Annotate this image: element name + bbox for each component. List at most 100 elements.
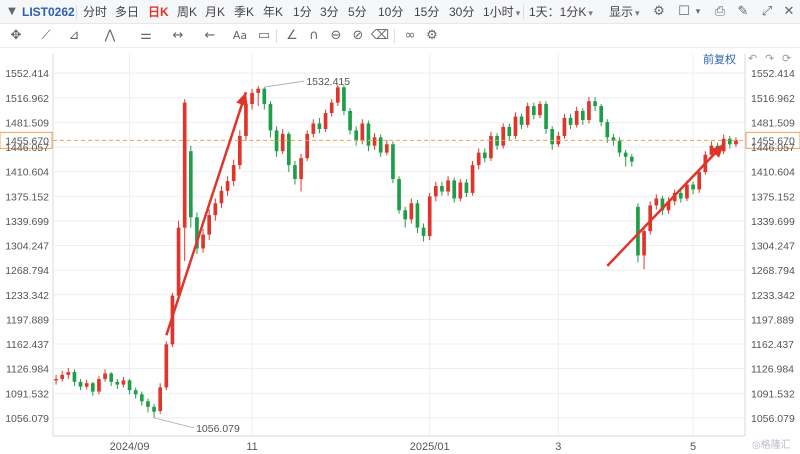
period-1min[interactable]: 1分 xyxy=(293,5,312,19)
period-3min[interactable]: 3分 xyxy=(320,5,339,19)
candle-body xyxy=(403,210,408,220)
candle-body xyxy=(452,180,457,199)
zigzag-icon[interactable]: ⋀ xyxy=(104,28,116,43)
fullscreen-icon[interactable]: ⤢ xyxy=(761,4,773,19)
candle-body xyxy=(342,87,346,111)
candle-body xyxy=(262,88,267,105)
candle-body xyxy=(427,196,432,236)
hide-icon[interactable]: ⊘ xyxy=(352,28,364,43)
trend-arrow-line xyxy=(165,91,248,336)
candle-body xyxy=(685,184,689,199)
candle-body xyxy=(544,104,548,130)
camera-icon[interactable]: ⎙ xyxy=(714,4,726,19)
chevron-down-icon[interactable]: ▼ xyxy=(8,6,16,17)
hour-dropdown[interactable]: 1小时 xyxy=(483,0,520,24)
settings-icon[interactable]: ⚙ xyxy=(426,28,438,43)
candle-body xyxy=(311,123,316,134)
y-tick-label-left: 1233.342 xyxy=(5,290,49,302)
candle-body xyxy=(109,373,114,382)
trend-line-icon[interactable]: ⟋ xyxy=(41,28,51,43)
interval-dropdown[interactable]: 1天：1分K xyxy=(529,0,593,24)
candle-body xyxy=(734,140,738,145)
candle-body xyxy=(213,203,218,216)
ray-icon[interactable]: ⊿ xyxy=(68,28,80,43)
period-10min[interactable]: 10分 xyxy=(378,5,404,19)
period-15min[interactable]: 15分 xyxy=(414,5,440,19)
candle-body xyxy=(323,113,328,130)
redo-icon[interactable]: ↷ xyxy=(765,52,775,65)
y-tick-label-left: 1268.794 xyxy=(5,265,49,277)
candle-body xyxy=(188,151,193,218)
symbol-label[interactable]: LIST0262 xyxy=(22,5,75,19)
y-tick-label-left: 1516.962 xyxy=(5,93,49,105)
refresh-icon[interactable]: ⟳ xyxy=(782,52,792,65)
candle-body xyxy=(360,123,365,141)
candle-body xyxy=(97,379,101,392)
candle-body xyxy=(458,182,463,199)
lock-icon[interactable]: ⊖ xyxy=(330,28,342,43)
period-yearly[interactable]: 年K xyxy=(263,5,284,19)
y-tick-label-right: 1268.794 xyxy=(751,265,795,277)
candlestick-chart[interactable]: 1455.670 1455.670 1532.415 1056.079 1552.41… xyxy=(0,48,800,454)
candle-body xyxy=(550,129,555,145)
candle-body xyxy=(660,198,665,211)
candle-body xyxy=(642,231,646,256)
angle-icon[interactable]: ∠ xyxy=(286,28,298,43)
y-tick-label-right: 1091.532 xyxy=(751,388,795,400)
adjust-restore-button[interactable]: 前复权 xyxy=(703,54,736,66)
candle-body xyxy=(678,192,683,199)
chevron-down-icon[interactable]: ▾ xyxy=(695,7,701,17)
x-axis: 2024/09 11 2025/01 3 5 xyxy=(110,441,696,453)
comment-icon[interactable]: ▭ xyxy=(257,28,271,43)
trash-icon[interactable]: ⌫ xyxy=(370,28,390,43)
period-quarterly[interactable]: 季K xyxy=(234,5,255,19)
text-icon[interactable]: Aa xyxy=(232,29,248,42)
current-price-label: 1455.670 xyxy=(751,135,795,147)
candle-body xyxy=(90,383,95,392)
candle-body xyxy=(691,184,695,190)
toolbar-divider xyxy=(276,29,277,43)
fib-icon[interactable]: ⚌ xyxy=(140,28,152,43)
candle-body xyxy=(568,117,573,125)
candle-body xyxy=(72,372,77,382)
candle-body xyxy=(507,126,512,136)
close-icon[interactable]: ✕ xyxy=(783,4,795,19)
period-5min[interactable]: 5分 xyxy=(348,5,367,19)
candle-body xyxy=(139,394,144,402)
trend-arrow-head xyxy=(710,144,724,158)
y-tick-label-left: 1339.699 xyxy=(5,216,49,228)
color-square-icon[interactable]: ☐ xyxy=(678,4,690,19)
period-30min[interactable]: 30分 xyxy=(449,5,475,19)
period-daily[interactable]: 日K xyxy=(148,5,169,19)
candle-body xyxy=(617,140,622,153)
period-multi-day[interactable]: 多日 xyxy=(115,5,140,19)
magnet-icon[interactable]: ∩ xyxy=(309,28,319,43)
candle-body xyxy=(623,152,628,157)
y-tick-label-left: 1091.532 xyxy=(5,388,49,400)
candle-body xyxy=(593,101,597,107)
period-weekly[interactable]: 周K xyxy=(177,5,198,19)
y-tick-label-right: 1516.962 xyxy=(751,93,795,105)
current-price-tag-left xyxy=(0,131,53,149)
arrow-left-icon[interactable]: ← xyxy=(204,28,216,43)
overlays: 1455.670 1455.670 1532.415 1056.079 xyxy=(0,76,800,435)
pencil-icon[interactable]: ✎ xyxy=(737,4,749,19)
y-tick-label-left: 1552.414 xyxy=(5,68,49,80)
period-monthly[interactable]: 月K xyxy=(205,5,226,19)
y-tick-label-right: 1446.057 xyxy=(751,142,795,154)
candle-body xyxy=(207,215,212,235)
y-tick-label-left: 1410.604 xyxy=(5,167,49,179)
candle-body xyxy=(378,137,383,153)
candle-body xyxy=(286,133,291,166)
measure-icon[interactable]: ↔ xyxy=(172,28,184,43)
period-intraday[interactable]: 分时 xyxy=(83,5,108,19)
gear-icon[interactable]: ⚙ xyxy=(653,4,665,19)
undo-icon[interactable]: ↶ xyxy=(748,52,758,65)
toolbar-divider xyxy=(76,5,77,19)
y-tick-label-right: 1375.152 xyxy=(751,191,795,203)
display-dropdown[interactable]: 显示 xyxy=(609,0,640,24)
y-tick-label-right: 1304.247 xyxy=(751,241,795,253)
crosshair-icon[interactable]: ✥ xyxy=(10,28,22,43)
compare-icon[interactable]: ∞ xyxy=(404,28,416,43)
candle-body xyxy=(329,102,334,114)
